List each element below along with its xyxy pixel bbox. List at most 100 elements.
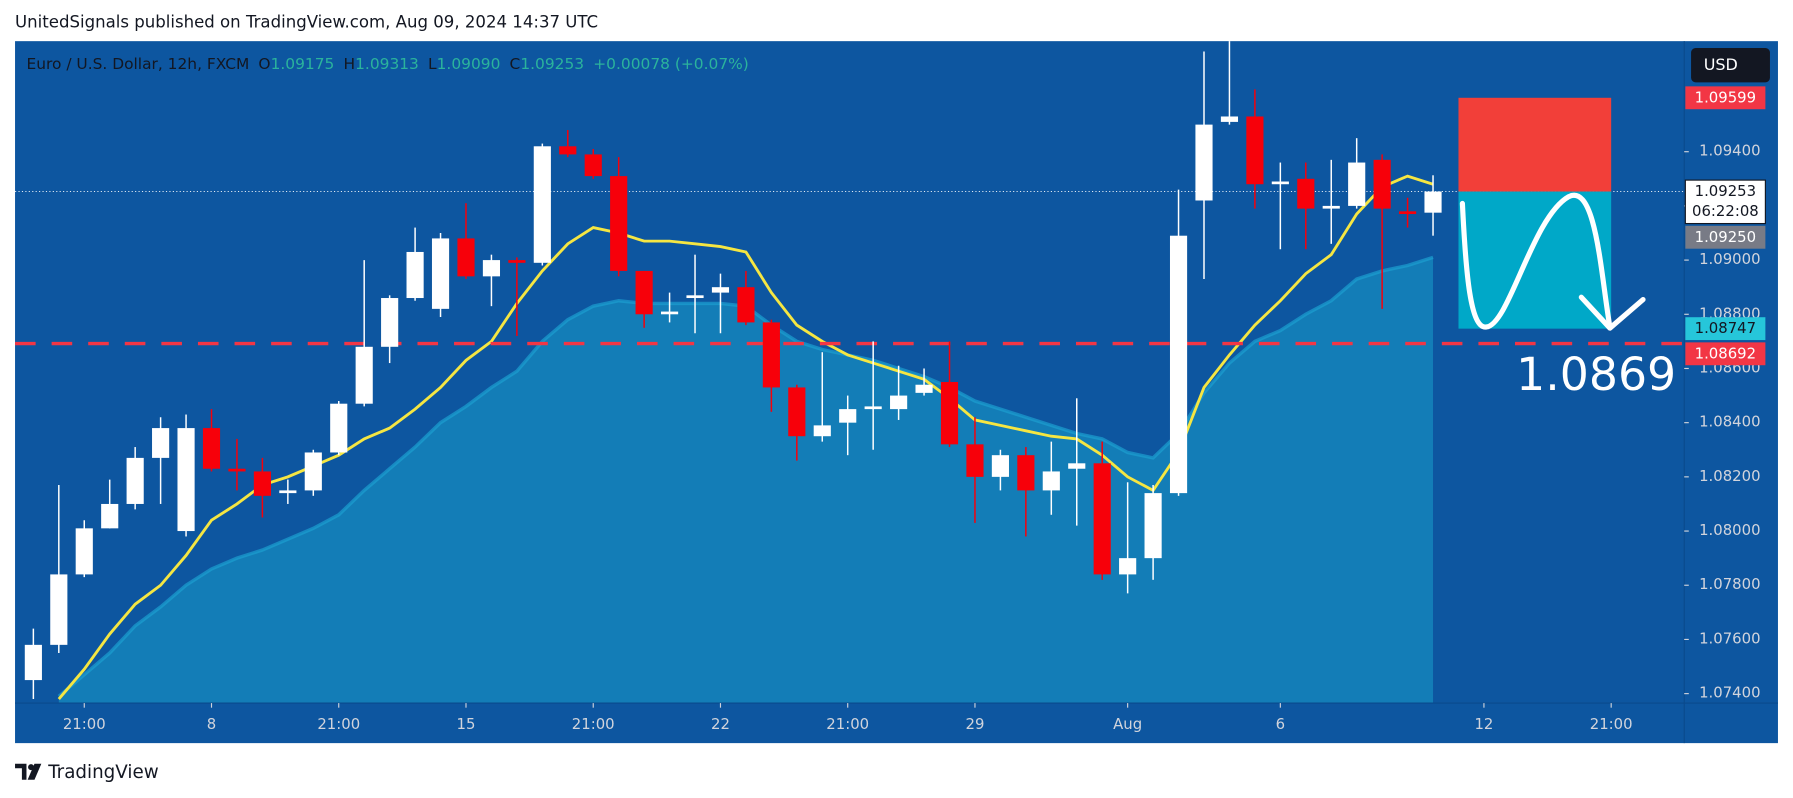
currency-label[interactable]: USD	[1704, 55, 1738, 74]
y-tick-label: 1.08000	[1699, 521, 1760, 539]
legend-value: 1.09175	[271, 55, 335, 73]
candle-body	[75, 528, 93, 575]
price-label-bg	[1685, 317, 1766, 341]
price-label-bg	[1685, 225, 1766, 249]
candle-body	[101, 503, 119, 529]
candle-body	[1348, 162, 1366, 206]
x-tick-label: 12	[1474, 715, 1493, 733]
logo-part	[15, 763, 27, 780]
candle-body	[202, 428, 221, 469]
y-tick-label: 1.08200	[1699, 467, 1760, 485]
candle-body	[1297, 178, 1315, 209]
candle-body	[915, 384, 933, 393]
x-tick-label: 6	[1276, 715, 1285, 733]
currency-button[interactable]: USD	[1691, 48, 1770, 83]
ma-line	[57, 174, 1434, 700]
x-tick-label: 21:00	[826, 715, 869, 733]
ma-area	[58, 257, 1434, 704]
candle-body	[839, 409, 857, 423]
legend-value: 1.09253	[520, 55, 584, 73]
footer-logo	[15, 763, 42, 780]
price-label-bg	[1685, 86, 1766, 110]
axes: 1.07400 1.07600 1.07800 1.08000 1.08200 1.084…	[15, 41, 1778, 744]
candle-body	[1271, 181, 1289, 185]
candle-body	[253, 471, 271, 496]
drawn-curve	[1459, 192, 1613, 330]
candle-body	[610, 176, 628, 271]
candle-body	[635, 270, 653, 315]
candle-body	[559, 146, 577, 155]
candle-body	[711, 287, 730, 293]
price-label-bg	[1685, 342, 1766, 366]
candle-body	[177, 428, 195, 532]
candle-body	[661, 311, 679, 315]
y-tick-label: 1.08400	[1699, 413, 1760, 431]
candle-body	[1119, 558, 1137, 575]
x-tick-label: 22	[711, 715, 730, 733]
price-countdown: 06:22:08	[1692, 202, 1759, 220]
candle-body	[991, 455, 1009, 477]
price-label: 1.08692	[1695, 344, 1756, 362]
candle-body	[279, 490, 297, 494]
legend-value: 1.09090	[437, 55, 501, 73]
candle-body	[126, 457, 144, 504]
candle-body	[940, 382, 959, 445]
candle-body	[1373, 159, 1391, 209]
x-tick-label: 8	[207, 715, 216, 733]
y-tick-label: 1.07600	[1699, 629, 1760, 647]
candle-body	[381, 298, 399, 347]
candle-body	[508, 260, 526, 263]
candle-body	[1220, 116, 1239, 122]
price-label: 1.09599	[1695, 88, 1756, 106]
candle-body	[966, 444, 984, 477]
y-tick-label: 1.09000	[1699, 250, 1760, 268]
x-tick-label: 29	[965, 715, 984, 733]
x-tick-label: 21:00	[317, 715, 360, 733]
price-label: 1.09253	[1695, 182, 1756, 200]
candle-body	[330, 403, 348, 453]
candle-body	[864, 406, 882, 410]
candle-body	[762, 322, 780, 388]
x-tick-label: Aug	[1113, 715, 1142, 733]
candle-body	[152, 428, 170, 458]
x-tick-label: 21:00	[63, 715, 106, 733]
y-tick-label: 1.07400	[1699, 684, 1760, 702]
candle-body	[533, 146, 551, 263]
candle-body	[737, 287, 755, 323]
legend-key: L	[428, 55, 437, 73]
legend-title: Euro / U.S. Dollar, 12h, FXCM	[26, 55, 249, 73]
candle-body	[304, 452, 322, 491]
candle-body	[1017, 455, 1035, 491]
legend: Euro / U.S. Dollar, 12h, FXCM O1.09175 H1.…	[26, 55, 748, 73]
candle-body	[1195, 124, 1213, 201]
candle-body	[355, 346, 373, 404]
candle-body	[813, 425, 831, 437]
x-tick-label: 21:00	[1590, 715, 1633, 733]
candle-body	[890, 395, 908, 410]
candle-body	[788, 387, 806, 437]
candle-body	[1246, 116, 1264, 185]
candle-body	[406, 251, 424, 299]
candle-body	[686, 295, 704, 299]
candle-body	[1399, 211, 1417, 215]
candle-body	[1424, 191, 1442, 213]
candle-body	[584, 154, 602, 177]
candle-body	[50, 574, 68, 645]
legend-value: 1.09313	[355, 55, 419, 73]
stop-zone	[1458, 97, 1612, 192]
legend-key: C	[510, 55, 521, 73]
price-label: 1.08747	[1695, 319, 1756, 337]
legend-key: O	[258, 55, 270, 73]
overlay: 1.0869	[1459, 192, 1676, 401]
x-tick-label: 21:00	[572, 715, 615, 733]
logo-part	[27, 763, 42, 780]
candle-body	[24, 644, 42, 681]
price-label-bg	[1684, 179, 1766, 225]
currency-button-bg[interactable]	[1691, 48, 1770, 83]
candle-body	[482, 260, 501, 277]
legend-change: +0.00078 (+0.07%)	[593, 55, 749, 73]
candle-body	[1068, 463, 1086, 469]
y-tick-label: 1.09400	[1699, 142, 1760, 160]
x-tick-label: 15	[457, 715, 476, 733]
